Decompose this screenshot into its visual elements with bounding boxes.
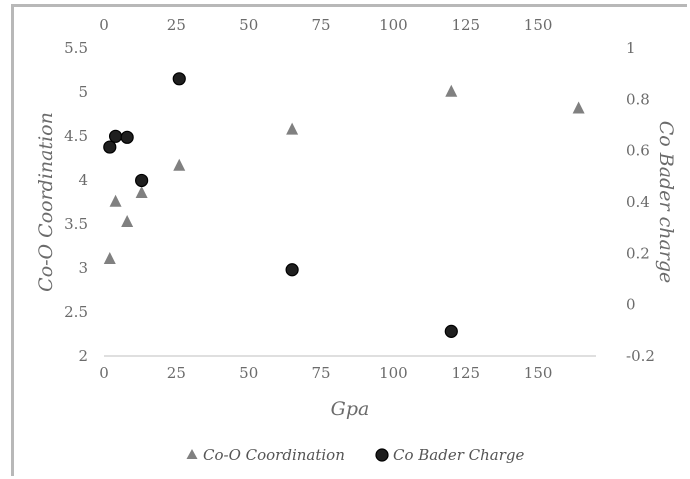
legend: Co-O Coordination Co Bader Charge [186,446,525,464]
legend-triangle-marker [186,449,198,459]
x2-tick-label: 25 [167,16,186,34]
coordination-point [286,122,299,135]
bader-charge-point [108,129,123,143]
bader-charge-point [444,324,458,338]
y2-tick-label: 1 [626,39,636,57]
x2-tick-label: 100 [379,16,408,34]
x-tick-label: 150 [524,364,553,382]
y-tick-label: 4.5 [64,127,88,145]
y2-tick-label: 0.4 [626,193,650,211]
x2-tick-label: 75 [312,16,331,34]
x2-tick-label: 0 [99,16,109,34]
x-tick-label: 0 [99,364,109,382]
legend-label-bader-charge: Co Bader Charge [393,446,525,464]
coordination-point [173,158,186,171]
coordination-point [103,252,116,264]
coordination-point [135,186,148,198]
chart-border [11,4,687,476]
y-tick-label: 5.5 [64,39,88,57]
legend-label-coordination: Co-O Coordination [203,446,345,464]
bader-charge-point [172,72,186,86]
x-tick-label: 100 [379,364,408,382]
y2-tick-label: 0.2 [626,244,650,262]
y-tick-label: 3 [78,259,88,277]
bader-charge-point [103,140,117,154]
bader-charge-point [135,173,149,188]
x2-tick-label: 125 [451,16,480,34]
coordination-point [109,194,122,207]
y2-tick-label: 0.8 [626,90,650,108]
y-axis-title: Co-O Coordination [35,112,57,292]
x-tick-label: 50 [239,364,258,382]
y2-tick-label: 0 [626,296,636,314]
coordination-point [572,101,585,114]
coordination-point [445,84,458,97]
y-tick-label: 2.5 [64,303,88,321]
bader-charge-point [285,263,299,277]
y2-axis-title: Co Bader charge [655,121,677,284]
x-tick-label: 125 [451,364,480,382]
y2-tick-label: 0.6 [626,142,650,160]
x2-tick-label: 150 [524,16,553,34]
x-tick-label: 25 [167,364,186,382]
legend-circle-marker [375,448,389,462]
y-tick-label: 4 [78,171,88,189]
bader-charge-point [120,130,134,144]
x-axis-title: Gpa [331,398,370,420]
y-tick-label: 5 [78,83,88,101]
coordination-point [121,215,134,228]
x-tick-label: 75 [312,364,331,382]
y-tick-label: 3.5 [64,215,88,233]
x2-tick-label: 50 [239,16,258,34]
data-points [103,72,585,338]
y-tick-label: 2 [78,347,88,365]
y2-tick-label: -0.2 [626,347,655,365]
